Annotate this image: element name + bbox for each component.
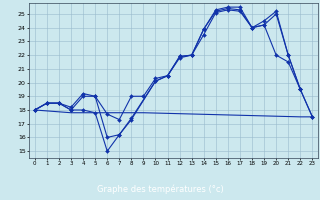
Text: Graphe des températures (°c): Graphe des températures (°c) bbox=[97, 185, 223, 194]
